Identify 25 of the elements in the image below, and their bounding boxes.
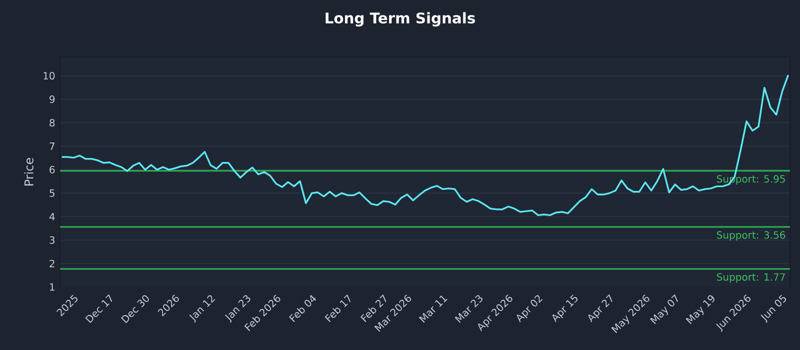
x-tick-label: Jan 12 <box>189 295 216 323</box>
x-tick-label: Jun 05 <box>760 294 786 324</box>
y-axis-title: Price <box>24 158 34 186</box>
x-tick-label: Feb 04 <box>289 295 316 322</box>
chart-title: Long Term Signals <box>326 12 475 26</box>
y-tick-label: 9 <box>50 95 55 104</box>
y-tick-label: 3 <box>50 236 54 244</box>
y-tick-label: 1 <box>50 283 54 291</box>
y-tick-label: 2 <box>50 260 54 268</box>
ref-line-label: Support: 3.56 <box>717 231 786 241</box>
y-tick-label: 4 <box>49 212 55 220</box>
y-tick-label: 5 <box>50 189 54 197</box>
x-tick-label: Dec 30 <box>121 295 149 324</box>
y-tick-label: 10 <box>44 72 55 80</box>
x-tick-label: Apr 15 <box>552 294 578 322</box>
x-tick-label: Jan 23 <box>225 295 250 323</box>
x-tick-label: Feb 17 <box>324 294 350 322</box>
ref-line-label: Support: 1.77 <box>717 273 785 283</box>
x-tick-label: Apr 27 <box>588 294 612 322</box>
x-tick-label: Apr 02 <box>516 295 543 322</box>
line-series <box>60 74 790 216</box>
y-tick-label: 8 <box>50 118 55 127</box>
x-tick-label: Dec 17 <box>85 294 112 324</box>
y-tick-label: 6 <box>50 166 55 174</box>
y-tick-label: 7 <box>50 142 54 150</box>
